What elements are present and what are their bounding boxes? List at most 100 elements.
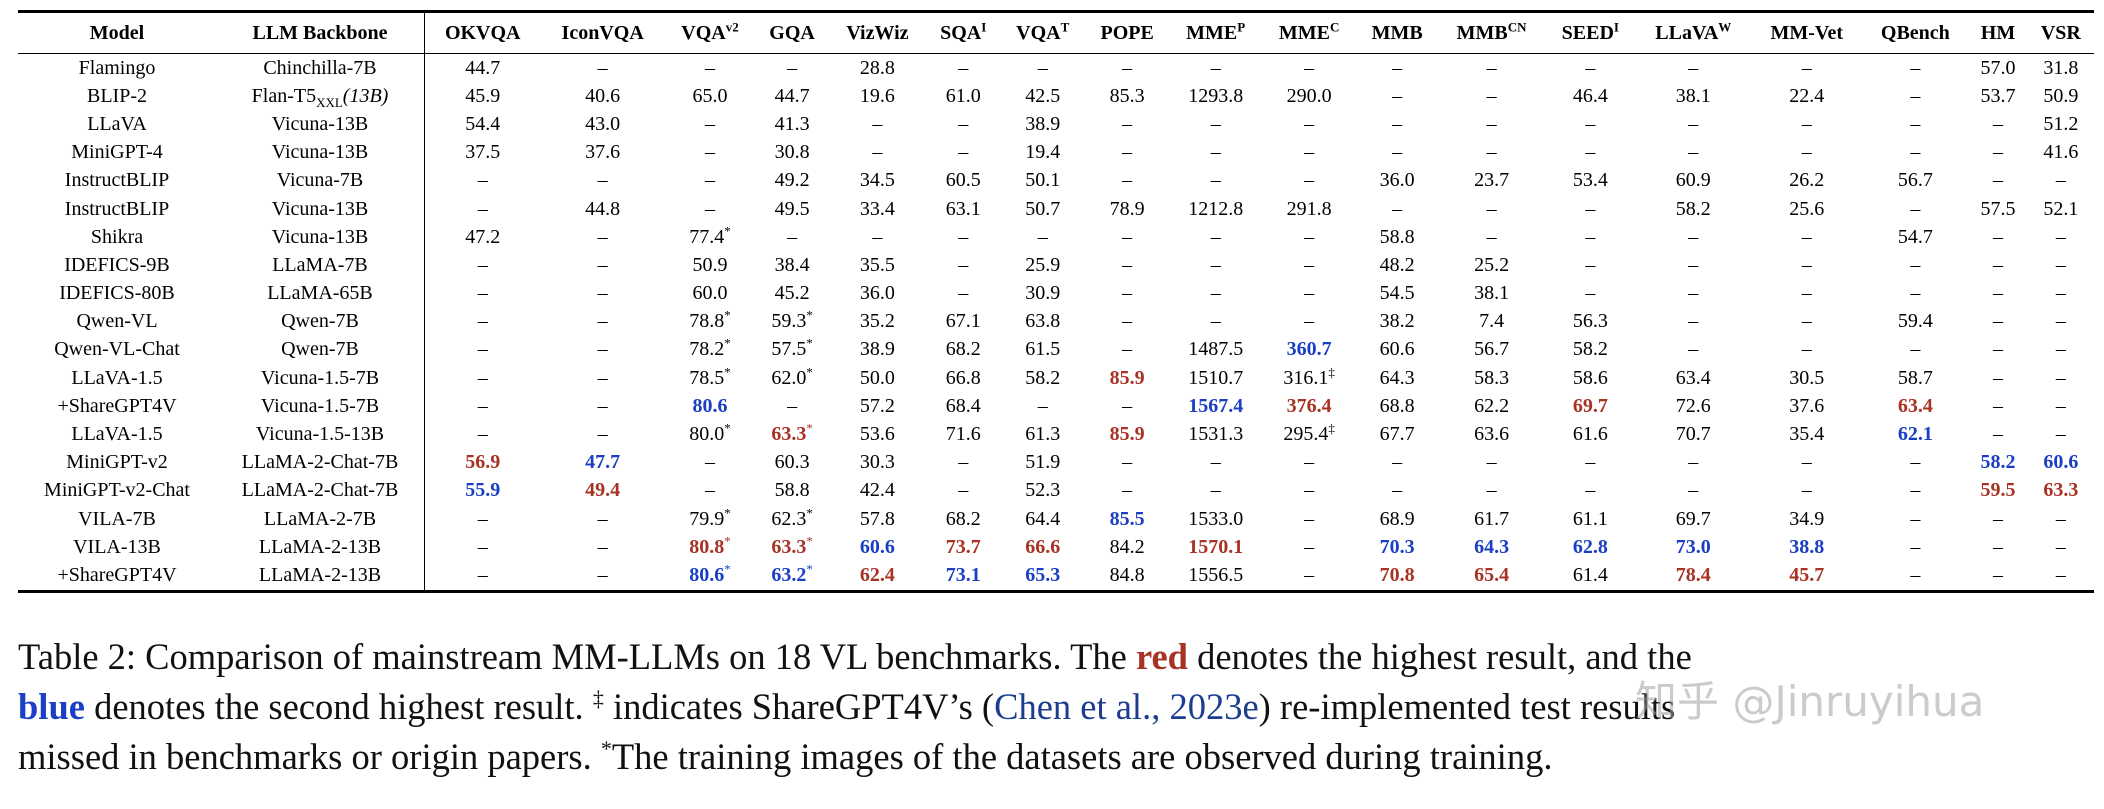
score-value: – xyxy=(1993,507,2004,530)
backbone-label: Vicuna-13B xyxy=(271,141,369,164)
score-value: – xyxy=(1585,197,1596,220)
model-name-cell: BLIP-2 xyxy=(87,84,147,107)
column-header-superscript: W xyxy=(1718,18,1732,34)
column-header-label: VizWiz xyxy=(846,21,909,44)
table-row: BLIP-2 Flan-T5XXL(13B) 45.9 40.6 65.0 44.7 19.… xyxy=(18,82,2094,111)
column-header: IconVQA xyxy=(540,12,664,54)
score-value: 69.7 xyxy=(1572,394,1608,417)
score-cell: – xyxy=(1862,54,1968,83)
score-cell: – xyxy=(425,336,541,364)
score-cell: – xyxy=(665,110,755,138)
table-row: VILA-7B LLaMA-2-7B – –79.9* 62.3* 57.8 68.2 64.… xyxy=(18,505,2094,534)
score-cell: – xyxy=(1635,280,1751,308)
model-name-cell: +ShareGPT4V xyxy=(57,563,177,586)
score-value: 1531.3 xyxy=(1188,423,1244,446)
column-header: LLM Backbone xyxy=(216,11,425,54)
table-row: InstructBLIP Vicuna-13B – 44.8 – 49.5 33.4 63.1… xyxy=(18,194,2094,224)
score-cell: – xyxy=(1262,110,1356,138)
model-name-cell: Qwen-VL-Chat xyxy=(54,338,180,361)
score-value: 62.0 xyxy=(771,366,807,389)
column-header-label: POPE xyxy=(1100,21,1154,44)
score-cell: – xyxy=(425,364,541,392)
score-cell: – xyxy=(1862,505,1968,533)
column-header-label: MMB xyxy=(1371,21,1423,44)
backbone-label: LLaMA-2-13B xyxy=(258,535,382,558)
score-cell: – xyxy=(540,251,664,279)
score-value: – xyxy=(477,563,488,586)
caption-red-word: red xyxy=(1135,636,1188,677)
score-cell: 63.3* xyxy=(755,420,829,448)
score-cell: 19.4 xyxy=(1001,139,1085,167)
score-value: – xyxy=(1037,225,1048,248)
score-cell: 30.8 xyxy=(755,139,829,167)
score-cell: 65.4 xyxy=(1438,561,1545,591)
score-cell: – xyxy=(1545,280,1635,308)
score-cell: 63.1 xyxy=(926,195,1001,223)
score-value: 37.6 xyxy=(585,141,621,164)
score-value: – xyxy=(1801,451,1812,474)
score-value: – xyxy=(1585,282,1596,305)
score-cell: – xyxy=(1169,449,1261,477)
score-cell: – xyxy=(1968,251,2027,279)
score-cell: – xyxy=(2028,251,2094,279)
table-header-row: Model LLM Backbone OKVQA IconVQA VQAv2 GQA Viz… xyxy=(18,11,2094,54)
score-cell: 42.5 xyxy=(1001,82,1085,110)
score-cell: 84.2 xyxy=(1085,533,1170,561)
score-cell: 60.6 xyxy=(1356,336,1438,364)
score-value: – xyxy=(2055,423,2066,446)
citation-link[interactable]: Chen et al., 2023e xyxy=(994,686,1259,727)
column-header-label: VSR xyxy=(2040,21,2081,44)
score-value: – xyxy=(705,197,715,220)
column-header-label: LLM Backbone xyxy=(252,21,388,44)
column-header-label: MMB xyxy=(1456,21,1508,44)
score-value: 78.5 xyxy=(689,366,725,389)
score-value: 49.2 xyxy=(774,169,810,192)
score-value: 291.8 xyxy=(1286,197,1332,220)
score-value: 64.4 xyxy=(1025,507,1061,530)
score-value: 52.1 xyxy=(2043,197,2079,220)
score-value: – xyxy=(958,141,969,164)
score-value: 73.0 xyxy=(1675,535,1711,558)
score-value: 38.9 xyxy=(859,338,895,361)
score-value: 50.9 xyxy=(692,253,728,276)
score-value: 70.8 xyxy=(1379,563,1415,586)
backbone-label: LLaMA-65B xyxy=(267,282,373,305)
table-row: IDEFICS-80B LLaMA-65B – – 60.0 45.2 36.0 – 30.9 –… xyxy=(18,279,2094,308)
score-value: 35.4 xyxy=(1789,423,1825,446)
score-value: – xyxy=(1801,310,1812,333)
benchmark-table: Model LLM Backbone OKVQA IconVQA VQAv2 GQA Viz… xyxy=(18,10,2094,593)
column-header-label: VQA xyxy=(681,21,726,44)
score-cell: – xyxy=(1635,251,1751,279)
score-cell: – xyxy=(1438,449,1545,477)
score-value: – xyxy=(597,394,608,417)
score-cell: 61.6 xyxy=(1545,420,1635,448)
score-cell: – xyxy=(1262,54,1356,83)
score-value: – xyxy=(2055,253,2066,276)
score-cell: 25.9 xyxy=(1001,251,1085,279)
score-cell: – xyxy=(1085,280,1170,308)
score-value: – xyxy=(872,112,883,135)
score-cell: 58.2 xyxy=(1545,336,1635,364)
score-value: 71.6 xyxy=(945,423,981,446)
score-value: 56.3 xyxy=(1572,310,1608,333)
score-cell: – xyxy=(926,54,1001,83)
score-value: 65.0 xyxy=(692,84,728,107)
score-value: 46.4 xyxy=(1572,84,1608,107)
score-marker: * xyxy=(806,307,813,323)
score-value: – xyxy=(477,535,488,558)
backbone-label: Vicuna-13B xyxy=(271,112,369,135)
score-cell: 59.5 xyxy=(1968,477,2027,505)
score-cell: – xyxy=(926,223,1001,251)
score-marker: * xyxy=(724,420,731,436)
score-value: – xyxy=(1122,141,1133,164)
score-cell: 37.5 xyxy=(425,139,541,167)
score-cell: 70.8 xyxy=(1356,561,1438,591)
score-value: 50.0 xyxy=(859,366,895,389)
score-value: – xyxy=(477,310,488,333)
backbone-cell: Vicuna-7B xyxy=(216,166,425,195)
score-value: 58.6 xyxy=(1572,366,1608,389)
score-cell: – xyxy=(540,364,664,392)
score-cell: 61.7 xyxy=(1438,505,1545,533)
score-value: – xyxy=(1801,338,1812,361)
score-cell: – xyxy=(2028,167,2094,195)
